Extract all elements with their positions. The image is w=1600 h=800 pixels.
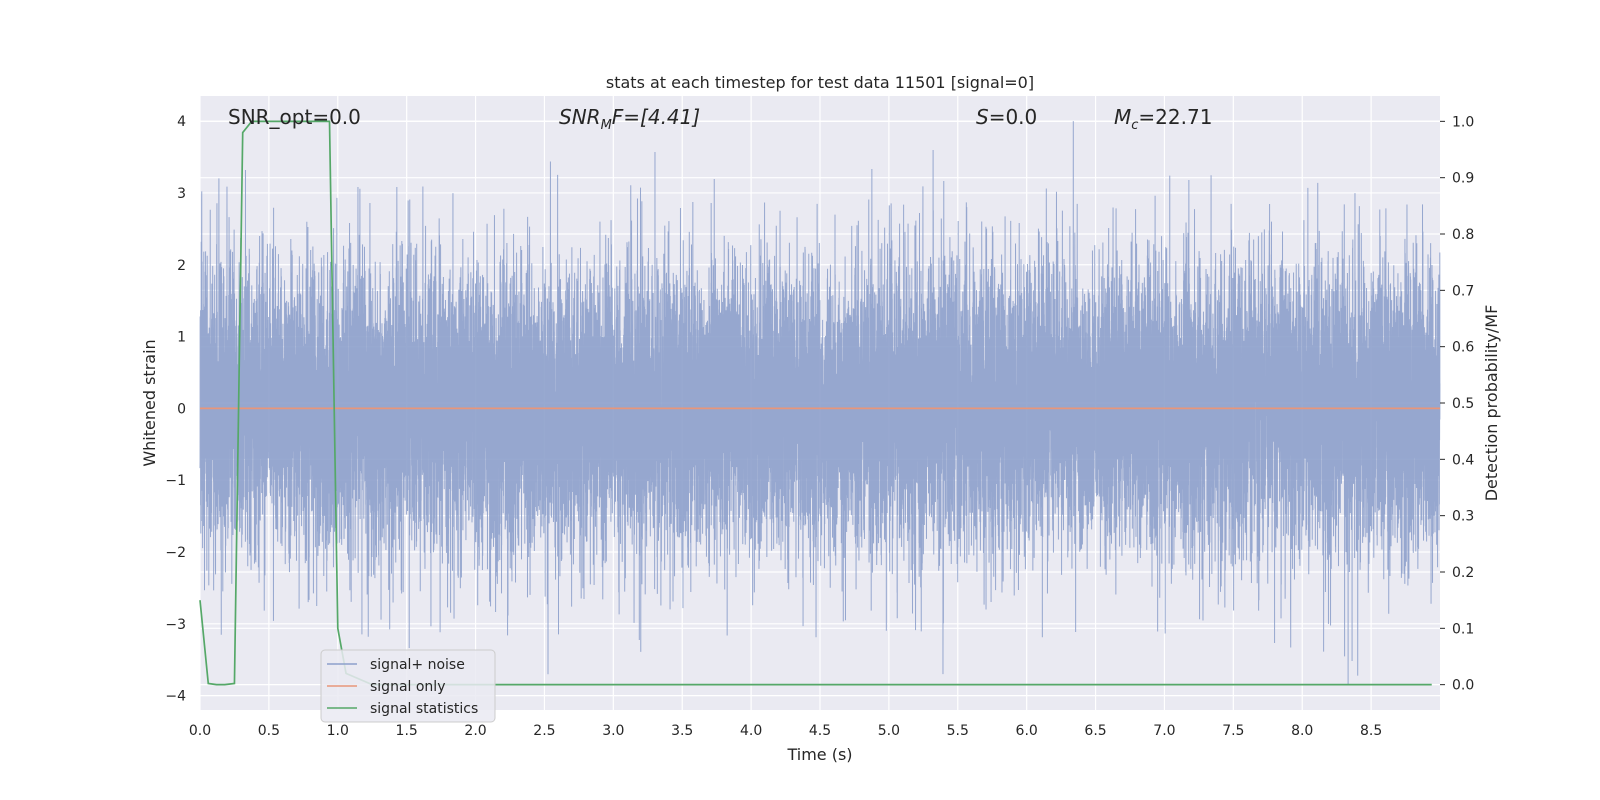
x-tick-label: 6.5 (1084, 723, 1106, 739)
annotation-s-value: =0.0 (989, 105, 1038, 129)
y-right-tick-label: 1.0 (1452, 114, 1474, 130)
x-tick-label: 3.0 (602, 723, 624, 739)
y-tick-label: 2 (177, 258, 186, 274)
y-tick-label: −1 (165, 473, 186, 489)
annotation-mc-subscript: c (1131, 118, 1138, 133)
annotation-s-symbol: S (976, 105, 989, 129)
x-tick-label: 3.5 (671, 723, 693, 739)
annotation-mc-symbol: M (1114, 105, 1131, 129)
y-right-tick-label: 0.0 (1452, 678, 1474, 694)
legend-label-signal-plus-noise: signal+ noise (370, 657, 465, 673)
legend: signal+ noise signal only signal statist… (320, 649, 496, 723)
annotation-snr-opt: SNR_opt=0.0 (228, 105, 361, 129)
y-tick-label: −2 (165, 545, 186, 561)
y-axis-label: Whitened strain (140, 339, 159, 466)
y-right-tick-label: 0.4 (1452, 452, 1474, 468)
y-right-tick-label: 0.2 (1452, 565, 1474, 581)
y-tick-label: −3 (165, 617, 186, 633)
annotation-snr-mf-subscript: M (601, 118, 612, 133)
x-tick-label: 5.0 (878, 723, 900, 739)
noise-trace (199, 121, 1441, 685)
x-tick-label: 2.0 (464, 723, 486, 739)
y-tick-label: 1 (177, 330, 186, 346)
annotation-s: S=0.0 (976, 105, 1037, 129)
annotation-mc: Mc=22.71 (1114, 105, 1212, 133)
x-tick-label: 8.0 (1291, 723, 1313, 739)
axis-ticks: 0.0 0.5 1.0 1.5 2.0 2.5 3.0 3.5 4.0 4.5 5.0 5.5 6.0 6… (165, 114, 1474, 739)
y-right-tick-label: 0.1 (1452, 621, 1474, 637)
x-tick-label: 8.5 (1360, 723, 1382, 739)
y-right-tick-label: 0.6 (1452, 340, 1474, 356)
x-tick-label: 1.5 (396, 723, 418, 739)
legend-label-signal-only: signal only (370, 679, 445, 695)
signal-statistics-line (199, 120, 1432, 686)
x-tick-label: 4.5 (809, 723, 831, 739)
x-tick-label: 6.0 (1016, 723, 1038, 739)
annotation-mc-value: =22.71 (1138, 105, 1212, 129)
y-right-tick-label: 0.5 (1452, 396, 1474, 412)
y-tick-label: 0 (177, 401, 186, 417)
y-right-tick-label: 0.3 (1452, 509, 1474, 525)
x-tick-label: 0.5 (258, 723, 280, 739)
x-tick-label: 5.5 (947, 723, 969, 739)
series-lines (199, 120, 1440, 686)
y-right-tick-label: 0.9 (1452, 171, 1474, 187)
x-tick-label: 0.0 (189, 723, 211, 739)
annotation-snr-mf-symbol: SNR (559, 105, 601, 129)
y-tick-label: 4 (177, 114, 186, 130)
y-tick-label: −4 (165, 689, 186, 705)
x-tick-label: 7.5 (1222, 723, 1244, 739)
x-tick-label: 2.5 (533, 723, 555, 739)
y-right-tick-label: 0.7 (1452, 283, 1474, 299)
y-right-tick-label: 0.8 (1452, 227, 1474, 243)
x-tick-label: 1.0 (327, 723, 349, 739)
y-tick-label: 3 (177, 186, 186, 202)
chart-title: stats at each timestep for test data 115… (606, 73, 1034, 92)
x-axis-label: Time (s) (786, 745, 852, 764)
annotation-snr-mf: SNRMF=[4.41] (559, 105, 700, 133)
y-axis-right-label: Detection probability/MF (1482, 305, 1501, 502)
legend-box (320, 649, 496, 723)
annotation-snr-mf-value: F=[4.41] (612, 105, 700, 129)
legend-label-signal-statistics: signal statistics (370, 701, 478, 717)
x-tick-label: 7.0 (1153, 723, 1175, 739)
x-tick-label: 4.0 (740, 723, 762, 739)
series-signal-plus-noise (199, 121, 1441, 685)
